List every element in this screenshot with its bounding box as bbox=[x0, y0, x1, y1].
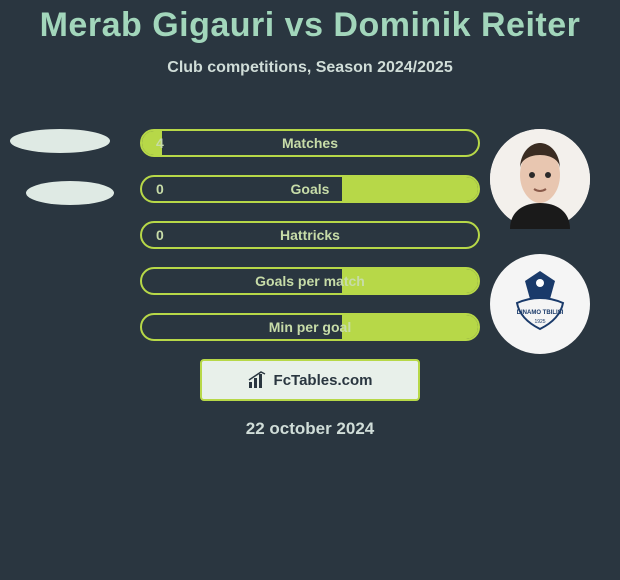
stat-value-left: 4 bbox=[156, 129, 164, 157]
page-title: Merab Gigauri vs Dominik Reiter bbox=[0, 0, 620, 45]
stat-label: Goals per match bbox=[140, 267, 480, 295]
stat-label: Hattricks bbox=[140, 221, 480, 249]
stat-value-left: 0 bbox=[156, 221, 164, 249]
fctables-logo-text: FcTables.com bbox=[274, 372, 373, 389]
stat-row: Matches4 bbox=[140, 129, 480, 157]
svg-text:1925: 1925 bbox=[534, 319, 545, 325]
player-right-club-logo: DINAMO TBILISI 1925 bbox=[490, 254, 590, 354]
fctables-logo: FcTables.com bbox=[200, 359, 420, 401]
stat-row: Goals0 bbox=[140, 175, 480, 203]
subtitle: Club competitions, Season 2024/2025 bbox=[0, 59, 620, 77]
player-right-avatar bbox=[490, 129, 590, 229]
stat-label: Matches bbox=[140, 129, 480, 157]
stat-row: Goals per match bbox=[140, 267, 480, 295]
svg-text:DINAMO TBILISI: DINAMO TBILISI bbox=[517, 310, 564, 316]
player-left-avatar-placeholder-1 bbox=[10, 129, 110, 153]
date-label: 22 october 2024 bbox=[0, 419, 620, 439]
chart-icon bbox=[248, 371, 268, 389]
stat-label: Min per goal bbox=[140, 313, 480, 341]
stat-value-left: 0 bbox=[156, 175, 164, 203]
stat-row: Hattricks0 bbox=[140, 221, 480, 249]
player-left-avatar-placeholder-2 bbox=[26, 181, 114, 205]
stat-label: Goals bbox=[140, 175, 480, 203]
stat-row: Min per goal bbox=[140, 313, 480, 341]
